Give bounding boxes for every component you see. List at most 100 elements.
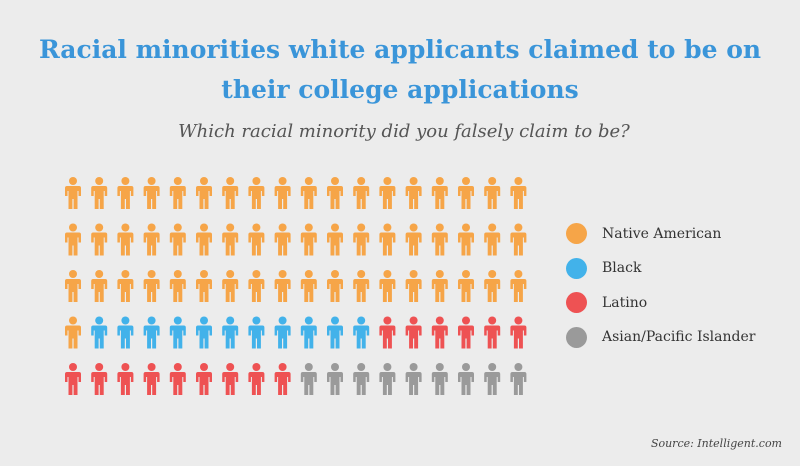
person-icon-native-american	[405, 223, 422, 256]
person-icon-native-american	[484, 177, 501, 209]
person-icon-native-american	[117, 270, 134, 302]
person-icon-native-american	[222, 223, 239, 256]
person-icon-native-american	[353, 223, 370, 256]
person-icon-native-american	[169, 223, 186, 256]
person-icon-native-american	[248, 270, 265, 302]
person-icon-native-american	[274, 177, 291, 209]
person-icon-native-american	[196, 223, 212, 256]
legend-swatch-native-american	[566, 223, 587, 244]
legend-item-latino: Latino	[566, 291, 755, 314]
legend-swatch-latino	[566, 292, 587, 313]
person-icon-native-american	[169, 177, 186, 209]
person-icon-native-american	[91, 177, 108, 209]
person-icon-native-american	[143, 223, 160, 256]
person-icon-native-american	[353, 177, 370, 209]
person-icon-native-american	[91, 270, 108, 302]
person-icon-native-american	[274, 270, 291, 302]
person-icon-latino	[248, 363, 265, 395]
person-icon-asian-pacific-islander	[510, 363, 527, 395]
person-icon-native-american	[222, 270, 239, 302]
person-icon-native-american	[222, 177, 239, 209]
legend-swatch-asian-pacific-islander	[566, 326, 587, 348]
person-icon-native-american	[458, 177, 474, 209]
person-icon-latino	[169, 363, 186, 395]
person-icon-native-american	[484, 223, 501, 256]
person-icon-native-american	[379, 270, 396, 302]
person-icon-asian-pacific-islander	[484, 363, 501, 395]
person-icon-asian-pacific-islander	[458, 363, 474, 395]
person-icon-native-american	[327, 223, 343, 256]
person-icon-latino	[431, 316, 448, 349]
person-icon-latino	[510, 316, 527, 349]
person-icon-black	[143, 316, 160, 349]
person-icon-native-american	[405, 270, 422, 302]
person-icon-native-american	[458, 223, 474, 256]
person-icon-black	[300, 316, 317, 349]
person-icon-asian-pacific-islander	[379, 363, 396, 395]
person-icon-native-american	[379, 223, 396, 256]
legend-label-latino: Latino	[602, 294, 648, 311]
legend-item-asian-pacific-islander: Asian/Pacific Islander	[566, 326, 755, 349]
person-icon-latino	[91, 363, 108, 395]
person-icon-native-american	[431, 270, 448, 302]
person-icon-asian-pacific-islander	[405, 363, 422, 395]
person-icon-native-american	[327, 270, 343, 302]
person-icon-native-american	[405, 177, 422, 209]
person-icon-black	[169, 316, 186, 349]
person-icon-latino	[222, 363, 239, 395]
person-icon-native-american	[117, 223, 134, 256]
person-icon-latino	[143, 363, 160, 395]
chart-subtitle: Which racial minority did you falsely cl…	[178, 121, 630, 142]
person-icon-native-american	[143, 270, 160, 302]
chart-title: Racial minorities white applicants claim…	[0, 30, 800, 110]
chart-title-line-1: Racial minorities white applicants claim…	[38, 35, 762, 64]
person-icon-black	[196, 316, 212, 349]
person-icon-native-american	[327, 177, 343, 209]
person-icon-native-american	[300, 177, 317, 209]
person-icon-asian-pacific-islander	[327, 363, 343, 395]
person-icon-native-american	[143, 177, 160, 209]
person-icon-native-american	[65, 316, 81, 349]
person-icon-latino	[458, 316, 474, 349]
legend-label-native-american: Native American	[602, 225, 722, 242]
person-icon-latino	[405, 316, 422, 349]
person-icon-asian-pacific-islander	[300, 363, 317, 395]
person-icon-asian-pacific-islander	[353, 363, 370, 395]
person-icon-native-american	[510, 223, 527, 256]
person-icon-native-american	[65, 223, 81, 256]
person-icon-native-american	[484, 270, 501, 302]
person-icon-black	[353, 316, 370, 349]
person-icon-native-american	[196, 177, 212, 209]
person-icon-native-american	[65, 177, 81, 209]
person-icon-native-american	[274, 223, 291, 256]
person-icon-latino	[196, 363, 212, 395]
person-icon-native-american	[248, 223, 265, 256]
person-icon-asian-pacific-islander	[431, 363, 448, 395]
person-icon-native-american	[353, 270, 370, 302]
legend-label-asian-pacific-islander: Asian/Pacific Islander	[602, 329, 756, 345]
person-icon-native-american	[458, 270, 474, 302]
person-icon-latino	[274, 363, 291, 395]
person-icon-black	[222, 316, 239, 349]
person-icon-native-american	[379, 177, 396, 209]
chart-title-line-2: their college applications	[221, 75, 579, 104]
person-icon-black	[91, 316, 108, 349]
person-icon-native-american	[65, 270, 81, 302]
source-note: Source: Intelligent.com	[650, 437, 782, 450]
person-icon-native-american	[300, 223, 317, 256]
legend-item-native-american: Native American	[566, 222, 755, 245]
person-icon-latino	[379, 316, 396, 349]
legend-item-black: Black	[566, 257, 755, 280]
person-icon-native-american	[431, 177, 448, 209]
person-icon-native-american	[248, 177, 265, 209]
person-icon-latino	[484, 316, 501, 349]
person-icon-native-american	[91, 223, 108, 256]
person-icon-black	[248, 316, 265, 349]
person-icon-black	[274, 316, 291, 349]
legend-swatch-black	[566, 257, 587, 279]
person-icon-native-american	[510, 177, 527, 209]
person-icon-native-american	[196, 270, 212, 302]
person-icon-native-american	[510, 270, 527, 302]
person-icon-native-american	[117, 177, 134, 209]
